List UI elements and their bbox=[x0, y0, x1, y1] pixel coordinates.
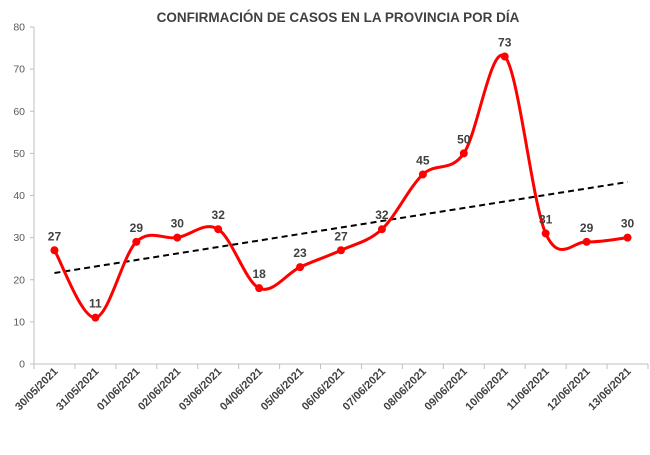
y-tick-label: 30 bbox=[13, 232, 25, 244]
x-tick-label: 03/06/2021 bbox=[177, 366, 224, 413]
x-tick-label: 02/06/2021 bbox=[136, 366, 183, 413]
data-label: 31 bbox=[539, 212, 553, 226]
x-tick-label: 09/06/2021 bbox=[423, 366, 470, 413]
data-label: 73 bbox=[498, 35, 512, 49]
data-label: 32 bbox=[212, 208, 226, 222]
y-tick-label: 70 bbox=[13, 64, 25, 76]
y-tick-label: 0 bbox=[19, 359, 25, 371]
data-point bbox=[377, 225, 386, 234]
data-label: 23 bbox=[293, 246, 307, 260]
data-point bbox=[50, 246, 59, 255]
data-label: 29 bbox=[580, 221, 594, 235]
data-point bbox=[582, 237, 591, 246]
y-tick-label: 60 bbox=[13, 106, 25, 118]
data-point bbox=[255, 284, 264, 293]
x-tick-label: 10/06/2021 bbox=[463, 366, 510, 413]
x-tick-label: 30/05/2021 bbox=[13, 366, 60, 413]
data-point bbox=[418, 170, 427, 179]
data-point bbox=[459, 149, 468, 158]
x-tick-label: 04/06/2021 bbox=[218, 366, 265, 413]
data-point bbox=[337, 246, 345, 255]
data-labels: 27 11 29 30 32 18 23 27 32 45 50 73 31 29 30 bbox=[48, 35, 635, 310]
x-tick-label: 13/06/2021 bbox=[586, 366, 633, 413]
x-tick-label: 07/06/2021 bbox=[341, 366, 388, 413]
data-label: 27 bbox=[48, 229, 62, 243]
data-label: 29 bbox=[130, 221, 144, 235]
data-label: 11 bbox=[89, 297, 102, 311]
y-tick-label: 80 bbox=[13, 22, 25, 34]
x-tick-label: 01/06/2021 bbox=[95, 366, 142, 413]
series-line bbox=[52, 53, 630, 320]
data-label: 30 bbox=[621, 217, 635, 231]
data-label: 32 bbox=[375, 208, 389, 222]
y-axis: 0 10 20 30 40 50 60 70 80 bbox=[13, 22, 35, 371]
y-tick-label: 20 bbox=[13, 274, 25, 286]
x-tick-label: 06/06/2021 bbox=[300, 366, 347, 413]
y-tick-label: 40 bbox=[13, 190, 25, 202]
chart-title: CONFIRMACIÓN DE CASOS EN LA PROVINCIA PO… bbox=[157, 10, 520, 25]
x-tick-label: 11/06/2021 bbox=[505, 366, 552, 413]
data-label: 30 bbox=[171, 217, 185, 231]
trendline-line bbox=[54, 181, 628, 274]
data-point bbox=[623, 233, 632, 242]
trendline bbox=[54, 181, 628, 274]
data-point bbox=[214, 225, 223, 234]
series-casos bbox=[50, 52, 632, 322]
data-label: 45 bbox=[416, 153, 430, 167]
data-point bbox=[500, 52, 509, 61]
data-point bbox=[132, 237, 141, 246]
x-tick-label: 12/06/2021 bbox=[545, 366, 592, 413]
data-point bbox=[173, 233, 182, 242]
data-label: 50 bbox=[457, 132, 471, 146]
data-label: 18 bbox=[252, 267, 266, 281]
x-tick-label: 05/06/2021 bbox=[259, 366, 306, 413]
data-point bbox=[91, 313, 100, 322]
data-label: 27 bbox=[334, 229, 348, 243]
y-tick-label: 10 bbox=[13, 316, 25, 328]
x-tick-label: 08/06/2021 bbox=[382, 366, 429, 413]
y-tick-label: 50 bbox=[13, 148, 25, 160]
data-point bbox=[296, 263, 305, 272]
x-tick-label: 31/05/2021 bbox=[54, 366, 101, 413]
x-axis: 30/05/202131/05/202101/06/202102/06/2021… bbox=[13, 363, 649, 413]
data-point bbox=[541, 229, 550, 238]
